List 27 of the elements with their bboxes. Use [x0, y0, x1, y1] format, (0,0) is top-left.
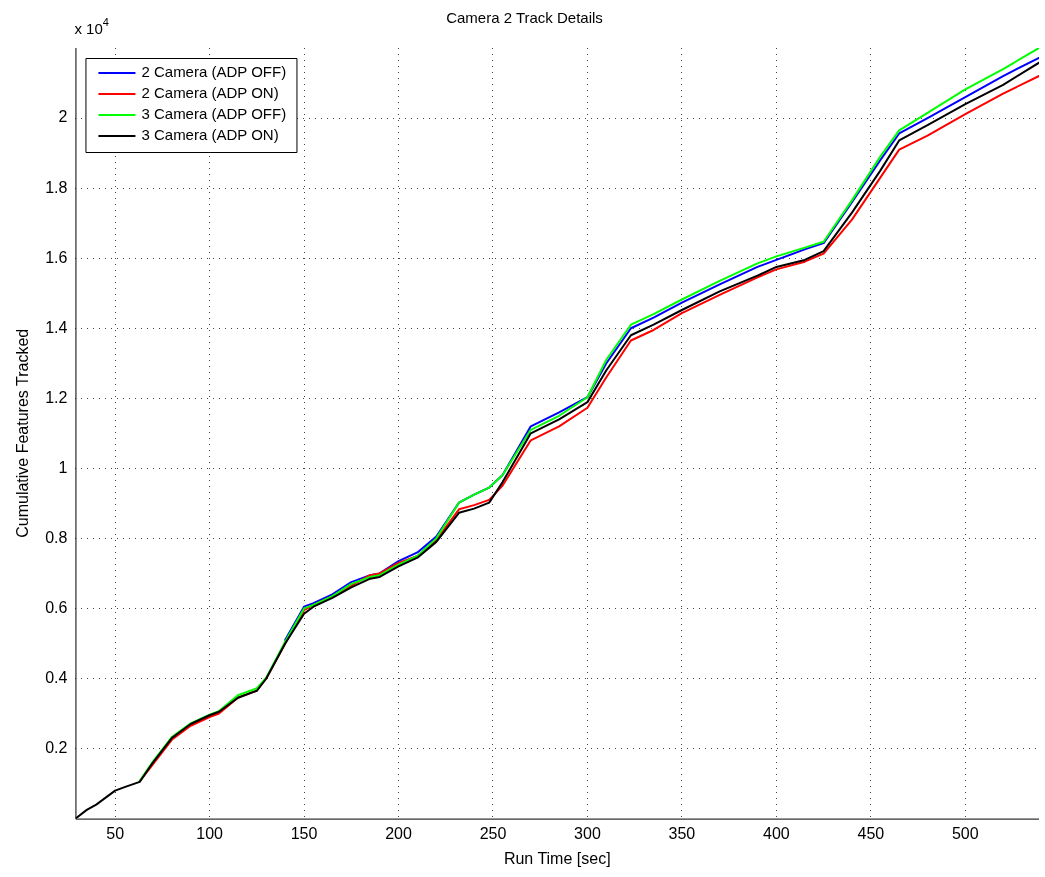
legend-label: 2 Camera (ADP ON) [141, 84, 279, 102]
y-tick-label: 0.8 [45, 528, 68, 546]
y-tick-label: 1.4 [45, 318, 68, 336]
y-tick-label: 1.6 [45, 248, 68, 266]
chart-title: Camera 2 Track Details [446, 9, 603, 27]
x-tick-label: 500 [951, 824, 979, 842]
x-tick-label: 400 [763, 824, 790, 842]
y-axis-title: Cumulative Features Tracked [14, 328, 32, 538]
y-tick-label: 1.2 [45, 388, 68, 406]
x-tick-label: 250 [479, 824, 507, 842]
legend-label: 2 Camera (ADP OFF) [141, 63, 287, 81]
x-tick-label: 300 [574, 824, 601, 842]
x-tick-label: 100 [196, 824, 224, 842]
y-tick-label: 0.4 [45, 668, 68, 686]
x-tick-label: 50 [106, 824, 125, 842]
y-tick-label: 2 [58, 108, 68, 126]
y-tick-label: 1.8 [45, 178, 68, 196]
y-tick-label: 1 [58, 458, 68, 476]
legend-label: 3 Camera (ADP OFF) [141, 105, 287, 123]
x-tick-label: 200 [385, 824, 412, 842]
y-tick-label: 0.2 [45, 738, 68, 756]
legend-label: 3 Camera (ADP ON) [141, 126, 279, 144]
x-tick-label: 150 [290, 824, 318, 842]
y-tick-label: 0.6 [45, 598, 68, 616]
x-axis-title: Run Time [sec] [503, 849, 611, 867]
x-tick-label: 350 [668, 824, 696, 842]
x-tick-label: 450 [857, 824, 885, 842]
